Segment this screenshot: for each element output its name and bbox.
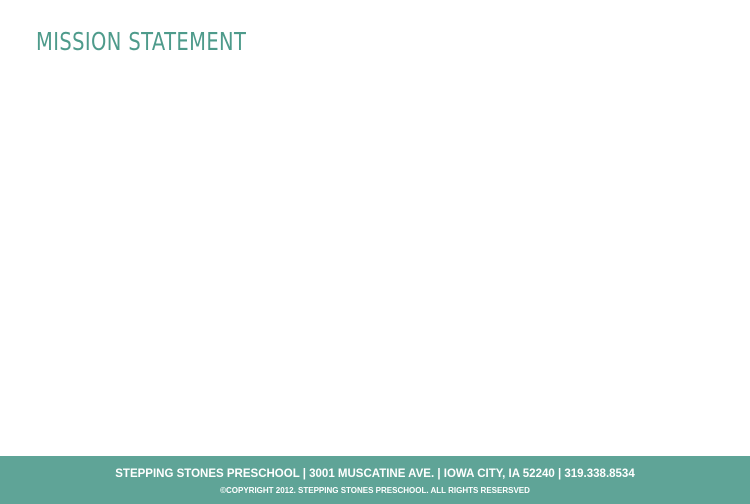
footer: STEPPING STONES PRESCHOOL | 3001 MUSCATI…: [0, 456, 750, 504]
footer-address: STEPPING STONES PRESCHOOL | 3001 MUSCATI…: [115, 468, 635, 480]
footer-copyright: ©COPYRIGHT 2012. STEPPING STONES PRESCHO…: [220, 486, 530, 495]
page-title: MISSION STATEMENT: [36, 27, 247, 56]
main-content: [0, 70, 750, 455]
